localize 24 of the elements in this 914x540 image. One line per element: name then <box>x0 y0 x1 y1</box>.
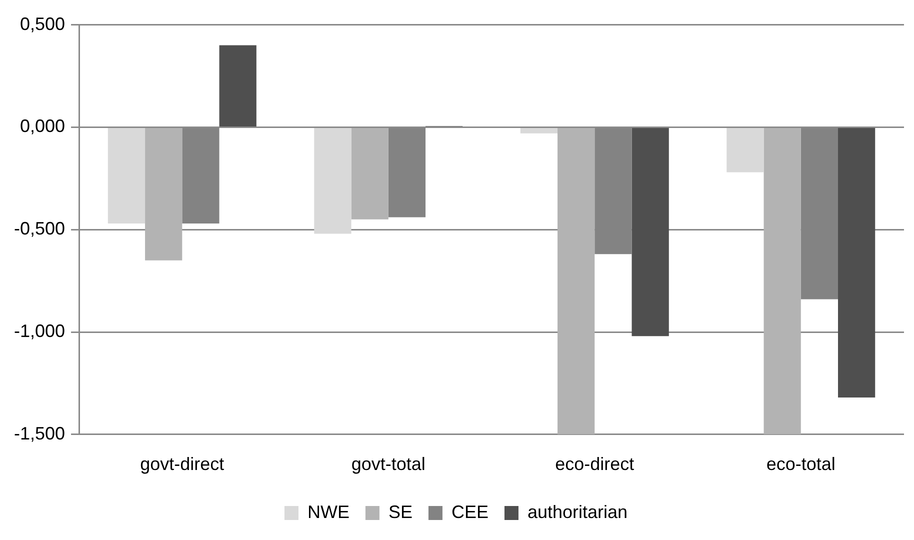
legend-label: SE <box>388 502 412 522</box>
bar <box>314 128 352 234</box>
bar <box>108 128 146 224</box>
y-tick-label: -0,500 <box>14 218 66 239</box>
y-tick-label: -1,000 <box>14 320 66 341</box>
x-tick-label: govt-direct <box>140 454 224 474</box>
bar <box>520 128 558 134</box>
bar <box>219 45 256 126</box>
y-tick-label: -1,500 <box>14 423 66 444</box>
legend-label: CEE <box>451 502 488 522</box>
legend-label: authoritarian <box>527 502 628 522</box>
bar <box>764 128 801 434</box>
bar <box>558 128 595 434</box>
y-tick-label: 0,500 <box>20 14 66 34</box>
bar <box>838 128 876 398</box>
bar <box>145 128 182 260</box>
x-tick-label: eco-direct <box>555 454 634 474</box>
x-tick-label: govt-total <box>351 454 426 474</box>
bar <box>351 128 388 220</box>
bar <box>632 128 669 336</box>
legend-label: NWE <box>307 502 350 522</box>
x-tick-label: eco-total <box>766 454 836 474</box>
bar <box>726 128 764 172</box>
y-tick-label: 0,000 <box>20 116 66 136</box>
